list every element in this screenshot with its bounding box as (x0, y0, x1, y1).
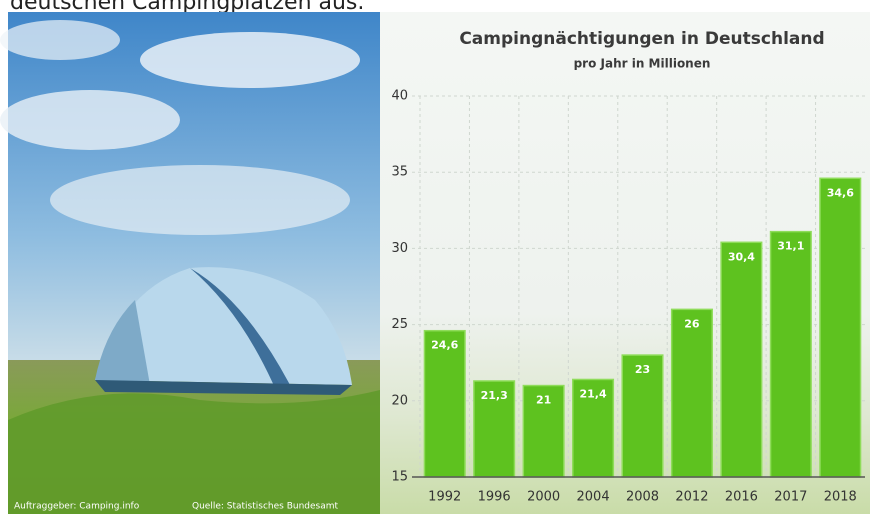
x-tick-label: 2017 (774, 490, 807, 505)
value-label: 30,4 (728, 250, 755, 263)
value-label: 26 (684, 317, 700, 330)
x-tick-label: 2016 (725, 490, 758, 505)
client: Auftraggeber: Camping.info (14, 502, 140, 512)
y-tick-label: 20 (391, 393, 408, 408)
x-tick-label: 2000 (527, 490, 560, 505)
bar (820, 178, 861, 477)
x-tick-label: 1996 (478, 490, 511, 505)
chart-subtitle: pro Jahr in Millionen (574, 57, 711, 71)
bar (672, 309, 713, 477)
value-label: 21,3 (481, 389, 508, 402)
bar (424, 331, 465, 477)
x-tick-label: 2008 (626, 490, 659, 505)
y-tick-label: 30 (391, 241, 408, 256)
photo: Auftraggeber: Camping.info Quelle: Stati… (0, 12, 380, 514)
y-tick-label: 15 (391, 470, 408, 485)
x-tick-label: 2018 (824, 490, 857, 505)
source: Quelle: Statistisches Bundesamt (192, 502, 338, 512)
value-label: 31,1 (777, 240, 804, 253)
value-label: 21 (536, 394, 551, 407)
value-label: 21,4 (579, 387, 606, 400)
value-label: 24,6 (431, 339, 458, 352)
y-tick-label: 40 (391, 89, 408, 104)
value-label: 23 (635, 363, 650, 376)
bar (721, 242, 762, 477)
x-tick-label: 2012 (675, 490, 708, 505)
y-tick-label: 35 (391, 165, 408, 180)
screenshot: deutschen Campingplätzen aus. Auftraggeb… (0, 0, 876, 514)
chart-title: Campingnächtigungen in Deutschland (459, 29, 824, 49)
x-tick-label: 1992 (428, 490, 461, 505)
bar (771, 232, 812, 477)
y-tick-label: 25 (391, 317, 408, 332)
x-tick-label: 2004 (577, 490, 610, 505)
value-label: 34,6 (827, 186, 854, 199)
